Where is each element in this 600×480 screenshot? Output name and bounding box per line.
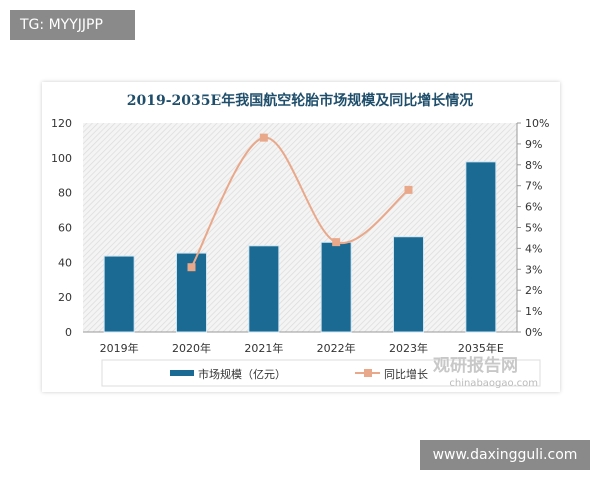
x-tick-label: 2019年: [100, 341, 139, 355]
x-tick-label: 2022年: [317, 341, 356, 355]
right-tick-label: 7%: [525, 180, 542, 193]
bar: [103, 255, 135, 333]
x-tick-label: 2021年: [244, 341, 283, 355]
site-label: www.daxingguli.com: [420, 440, 590, 470]
right-tick-label: 3%: [525, 263, 542, 276]
bar: [320, 241, 352, 333]
bar: [465, 161, 497, 333]
growth-marker: [187, 263, 196, 272]
left-tick-label: 80: [58, 187, 72, 200]
x-tick-label: 2020年: [172, 341, 211, 355]
right-tick-label: 9%: [525, 138, 542, 151]
tag-label: TG: MYYJJPP: [10, 10, 135, 40]
x-tick-label: 2023年: [389, 341, 428, 355]
right-tick-label: 5%: [525, 222, 542, 235]
chart-title: 2019-2035E年我国航空轮胎市场规模及同比增长情况: [127, 92, 473, 109]
right-tick-label: 6%: [525, 201, 542, 214]
watermark-url: chinabaogao.com: [449, 378, 538, 389]
left-tick-label: 100: [51, 152, 72, 165]
left-tick-label: 40: [58, 256, 72, 269]
growth-marker: [332, 238, 341, 247]
bar: [393, 236, 424, 333]
right-tick-label: 4%: [525, 242, 542, 255]
growth-marker: [404, 185, 413, 194]
right-tick-label: 10%: [525, 117, 549, 130]
x-tick-label: 2035年E: [458, 341, 504, 355]
right-tick-label: 0%: [525, 326, 542, 339]
right-tick-label: 8%: [525, 159, 542, 172]
watermark-name: 观研报告网: [432, 355, 518, 376]
left-tick-label: 120: [51, 117, 72, 130]
legend-line-label: 同比增长: [384, 367, 428, 381]
legend-bar-swatch: [170, 370, 194, 376]
right-tick-label: 1%: [525, 305, 542, 318]
left-tick-label: 20: [58, 291, 72, 304]
left-tick-label: 0: [65, 326, 72, 339]
left-tick-label: 60: [58, 222, 72, 235]
growth-marker: [259, 133, 268, 142]
legend-bar-label: 市场规模（亿元）: [198, 367, 286, 381]
bar: [248, 245, 280, 333]
legend-line-marker: [364, 369, 372, 377]
right-tick-label: 2%: [525, 284, 542, 297]
plot-area: [83, 123, 517, 332]
growth-line: [190, 136, 410, 268]
